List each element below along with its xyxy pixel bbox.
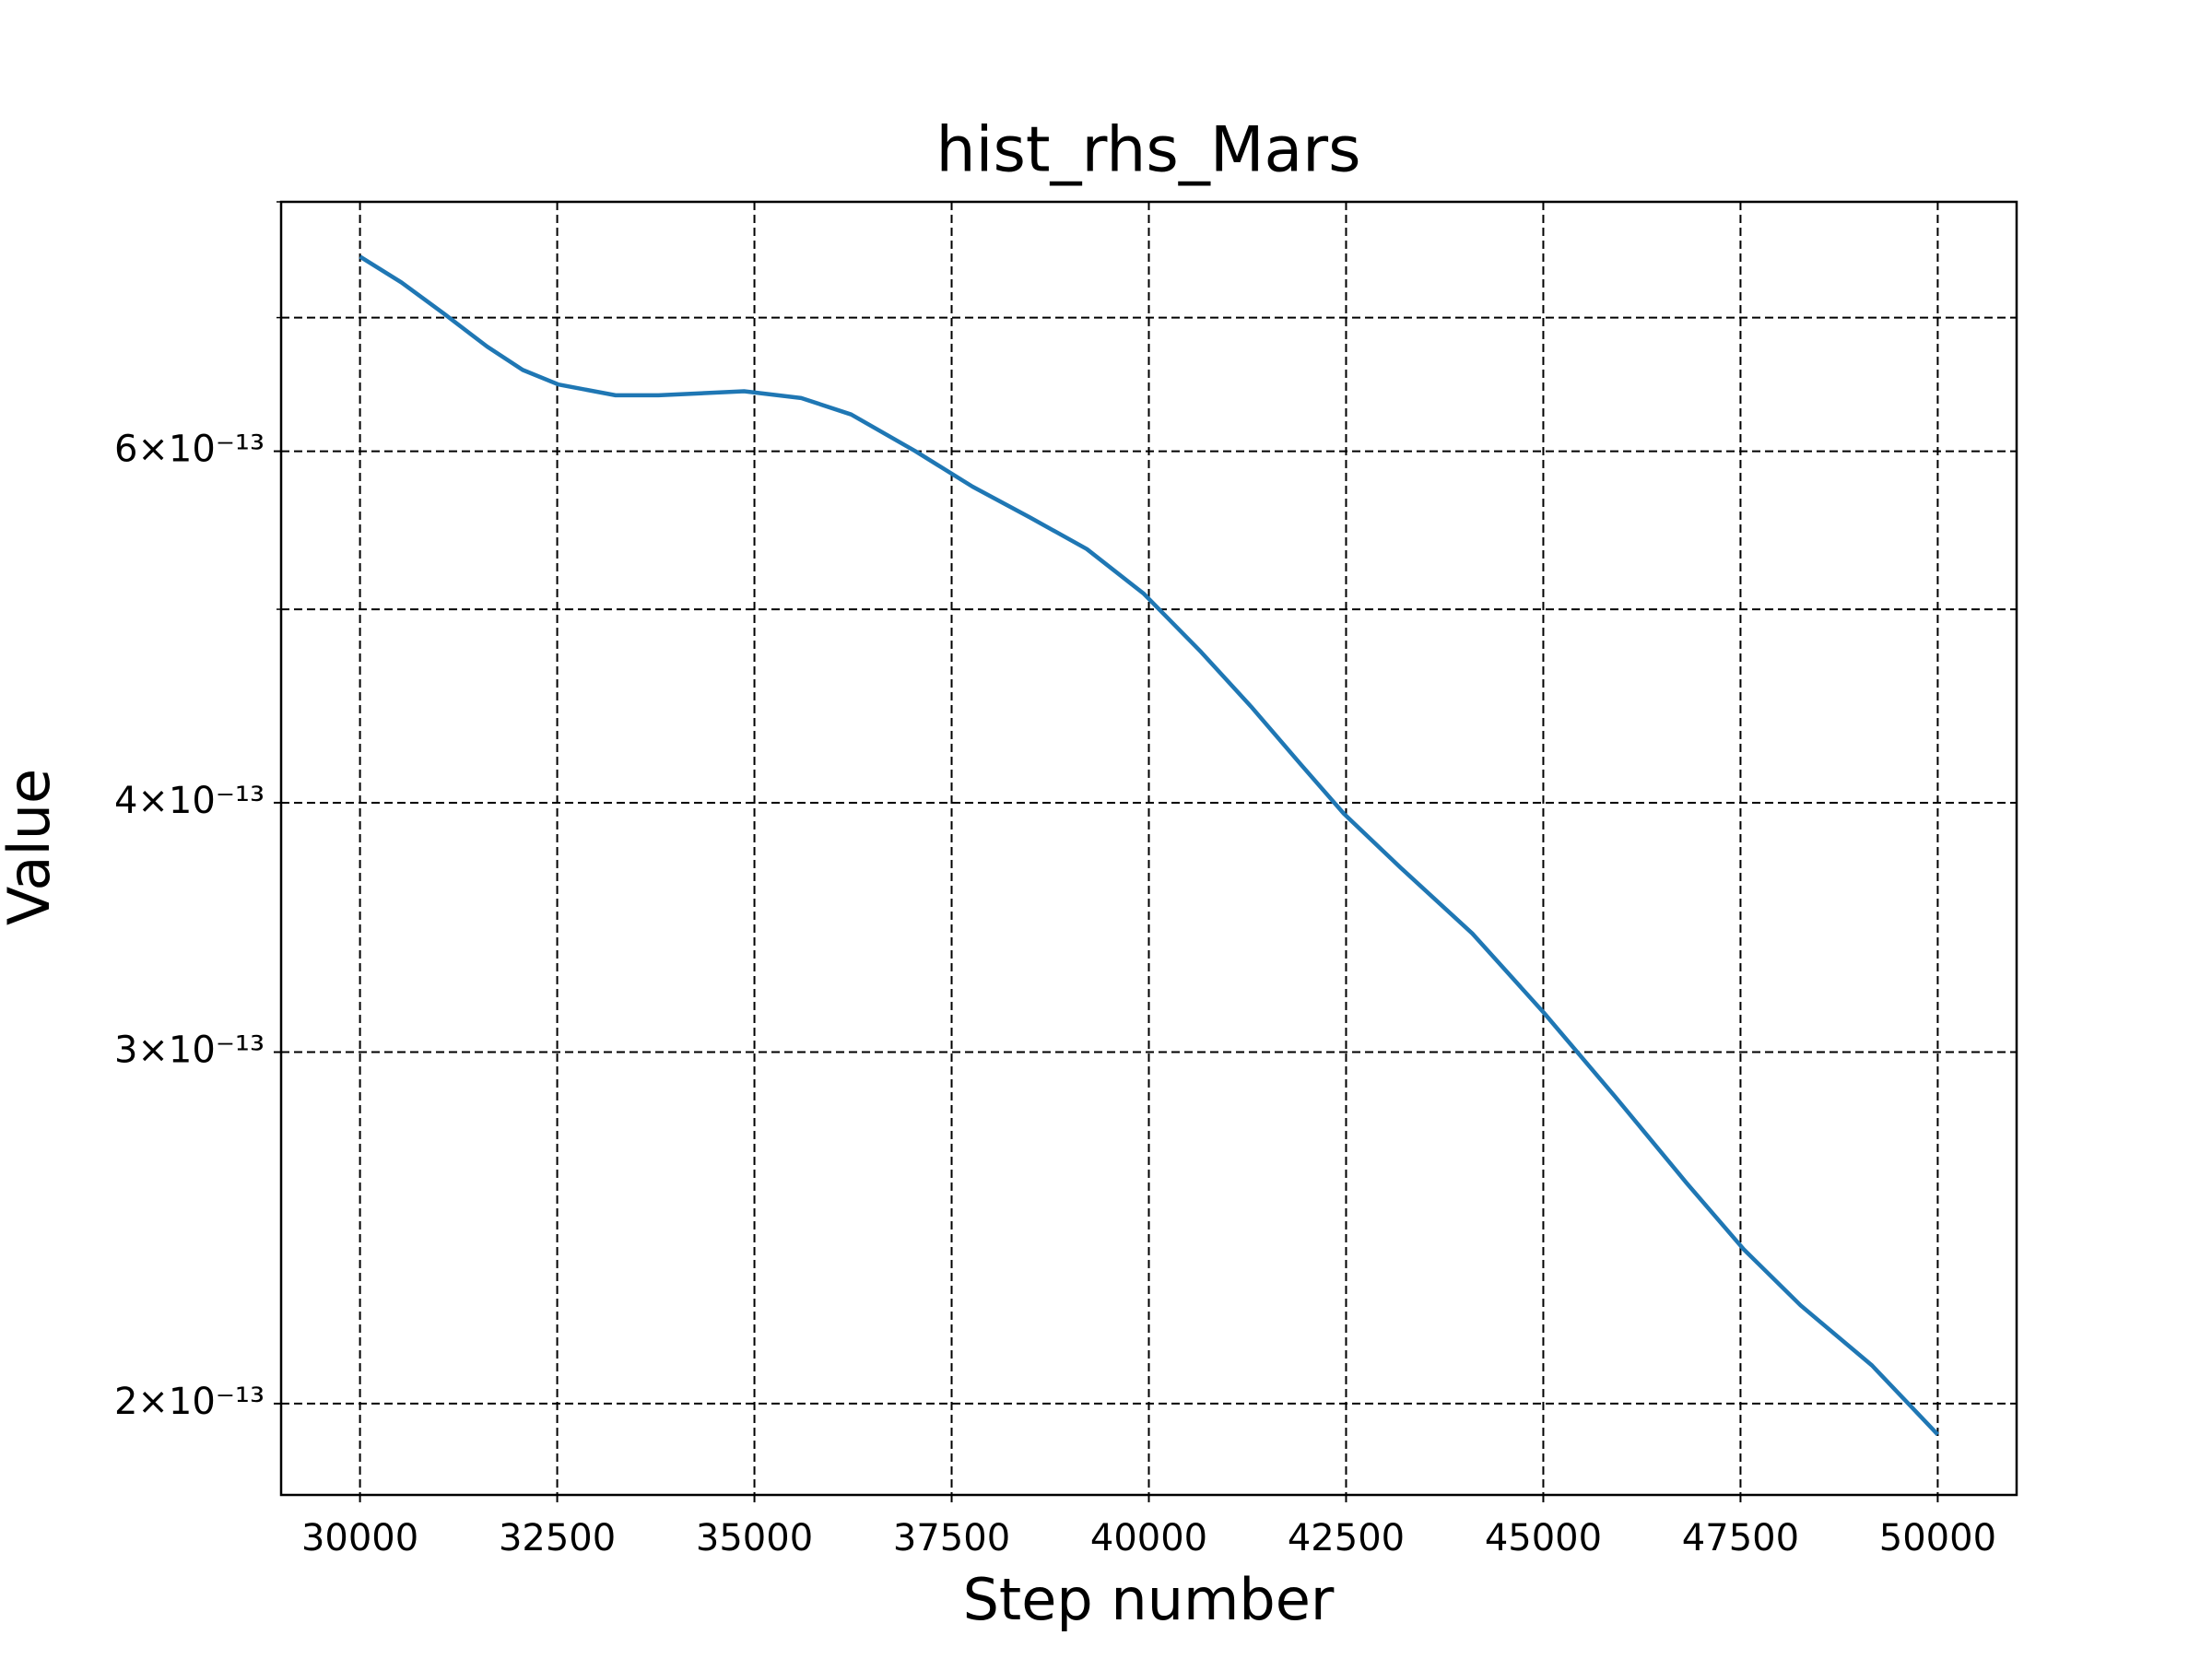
- x-tick-label: 42500: [1288, 1517, 1405, 1559]
- y-tick-label: 4×10⁻¹³: [114, 780, 265, 822]
- x-tick-label: 30000: [301, 1517, 418, 1559]
- x-tick-label: 32500: [499, 1517, 616, 1559]
- x-axis-label: Step number: [963, 1566, 1335, 1633]
- y-axis-label: Value: [0, 769, 63, 925]
- x-tick-label: 35000: [696, 1517, 813, 1559]
- y-tick-label: 6×10⁻¹³: [114, 429, 265, 471]
- y-tick-label: 3×10⁻¹³: [114, 1030, 265, 1072]
- chart-title: hist_rhs_Mars: [935, 114, 1360, 187]
- x-tick-label: 40000: [1090, 1517, 1207, 1559]
- x-tick-label: 47500: [1682, 1517, 1799, 1559]
- x-tick-label: 50000: [1879, 1517, 1996, 1559]
- x-tick-label: 37500: [893, 1517, 1010, 1559]
- y-tick-label: 2×10⁻¹³: [114, 1381, 265, 1423]
- data-line: [359, 254, 1940, 1436]
- x-tick-label: 45000: [1485, 1517, 1602, 1559]
- plot-frame: [279, 200, 2018, 1497]
